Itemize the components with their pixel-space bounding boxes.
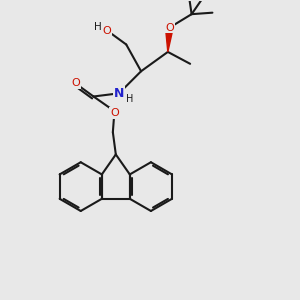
Text: O: O [71, 78, 80, 88]
Text: O: O [165, 22, 174, 32]
Polygon shape [166, 27, 173, 52]
Text: N: N [114, 87, 124, 100]
Text: O: O [102, 26, 111, 36]
Text: H: H [126, 94, 134, 104]
Text: H: H [94, 22, 102, 32]
Text: O: O [110, 108, 119, 118]
